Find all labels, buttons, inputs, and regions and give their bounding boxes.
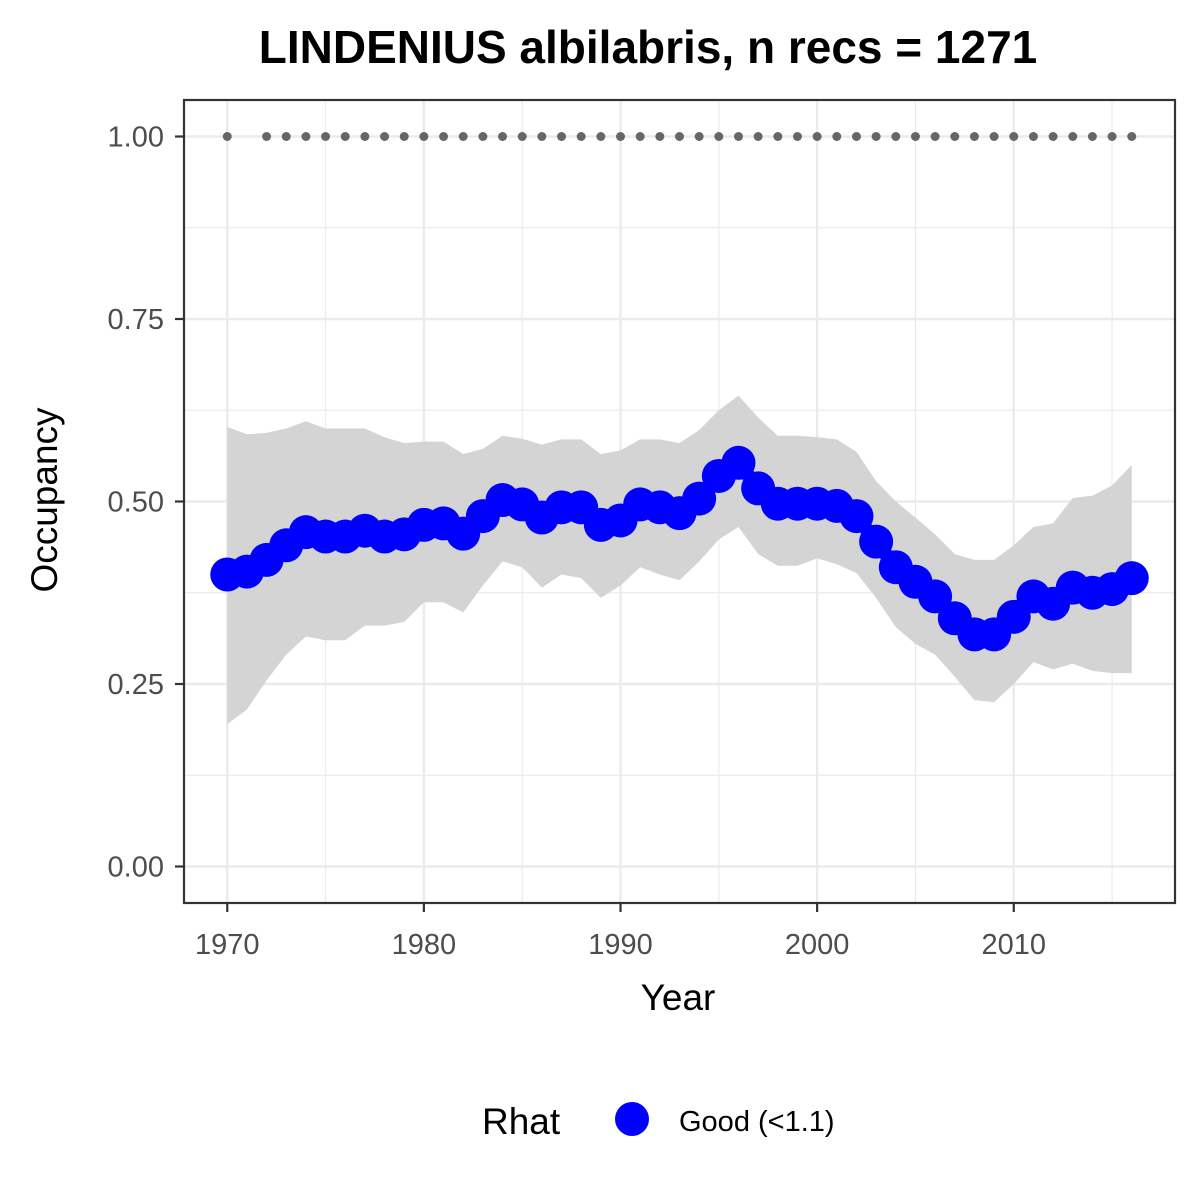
x-tick-label: 1980 [392, 929, 457, 961]
record-point [733, 132, 743, 141]
y-tick-label: 0.50 [108, 487, 164, 519]
record-point [321, 132, 331, 141]
record-point [832, 132, 842, 141]
y-tick-label: 0.75 [108, 304, 164, 336]
record-point [576, 132, 586, 141]
record-point [1009, 132, 1019, 141]
record-point [891, 132, 901, 141]
y-tick-label: 0.00 [108, 852, 164, 884]
occupancy-point [721, 445, 756, 480]
record-point [812, 132, 822, 141]
record-point [1087, 132, 1097, 141]
record-point [517, 132, 527, 141]
record-point [616, 132, 626, 141]
record-point [1107, 132, 1117, 141]
x-tick-label: 1990 [588, 929, 653, 961]
legend: Rhat Good (<1.1) [482, 1101, 835, 1142]
record-point [596, 132, 606, 141]
x-tick-label: 2000 [785, 929, 850, 961]
occupancy-point [682, 481, 717, 516]
record-point [537, 132, 547, 141]
occupancy-point [1114, 561, 1149, 596]
record-point [281, 132, 291, 141]
record-point [635, 132, 645, 141]
plot-panel [182, 98, 1177, 905]
legend-label-good: Good (<1.1) [679, 1106, 835, 1138]
record-point [399, 132, 409, 141]
record-point [851, 132, 861, 141]
occupancy-point [918, 579, 953, 614]
x-tick-label: 2010 [982, 929, 1047, 961]
record-point [910, 132, 920, 141]
record-point [458, 132, 468, 141]
legend-key-good [615, 1102, 649, 1136]
occupancy-series [210, 445, 1149, 652]
record-point [989, 132, 999, 141]
legend-title: Rhat [482, 1101, 561, 1142]
occupancy-point [839, 499, 874, 534]
y-tick-label: 0.25 [108, 669, 164, 701]
x-axis: 1970 1980 1990 2000 2010 [195, 903, 1046, 961]
y-axis: 0.00 0.25 0.50 0.75 1.00 [108, 122, 184, 884]
record-point [262, 132, 272, 141]
record-point [1127, 132, 1137, 141]
chart-title: LINDENIUS albilabris, n recs = 1271 [259, 21, 1038, 73]
record-point [950, 132, 960, 141]
record-point [930, 132, 940, 141]
record-point [792, 132, 802, 141]
record-point [969, 132, 979, 141]
record-point [340, 132, 350, 141]
x-axis-title: Year [641, 977, 716, 1018]
y-axis-title: Occupancy [24, 407, 65, 593]
record-point [439, 132, 449, 141]
record-point [498, 132, 508, 141]
occupancy-point [859, 524, 894, 559]
record-point [380, 132, 390, 141]
record-point [419, 132, 429, 141]
record-point [301, 132, 311, 141]
record-point [773, 132, 783, 141]
record-point [222, 132, 232, 141]
x-tick-label: 1970 [195, 929, 260, 961]
record-point [360, 132, 370, 141]
record-point [753, 132, 763, 141]
record-point [1028, 132, 1038, 141]
record-points [222, 132, 1137, 141]
record-point [557, 132, 567, 141]
record-point [1048, 132, 1058, 141]
record-point [694, 132, 704, 141]
record-point [714, 132, 724, 141]
confidence-ribbon [227, 395, 1132, 725]
record-point [655, 132, 665, 141]
y-tick-label: 1.00 [108, 122, 164, 154]
record-point [1068, 132, 1078, 141]
record-point [675, 132, 684, 141]
record-point [871, 132, 881, 141]
record-point [478, 132, 488, 141]
